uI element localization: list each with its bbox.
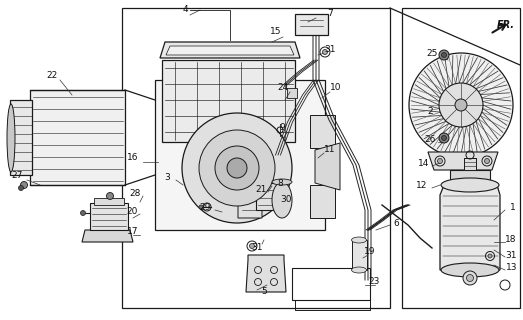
- Bar: [155, 80, 325, 230]
- Text: 19: 19: [364, 247, 376, 257]
- Text: 4: 4: [182, 5, 188, 14]
- Bar: [295, 14, 328, 35]
- Text: 23: 23: [368, 277, 380, 286]
- Text: 2: 2: [427, 108, 433, 116]
- Text: 21: 21: [255, 186, 267, 195]
- Text: 11: 11: [324, 146, 336, 155]
- Ellipse shape: [272, 182, 292, 218]
- Bar: [122, 8, 390, 308]
- Ellipse shape: [441, 263, 499, 277]
- Circle shape: [249, 244, 255, 249]
- Polygon shape: [315, 143, 340, 190]
- Circle shape: [441, 52, 447, 58]
- Bar: [310, 115, 335, 148]
- Text: 24: 24: [277, 84, 289, 92]
- Circle shape: [182, 113, 292, 223]
- Ellipse shape: [7, 104, 15, 172]
- Circle shape: [215, 146, 259, 190]
- Text: 31: 31: [251, 244, 263, 252]
- Text: 9: 9: [279, 124, 285, 132]
- Bar: [352, 240, 367, 270]
- Bar: [256, 183, 278, 210]
- Circle shape: [439, 83, 483, 127]
- Text: 22: 22: [47, 70, 58, 79]
- Circle shape: [455, 99, 467, 111]
- Ellipse shape: [441, 178, 499, 192]
- Bar: [90, 203, 128, 230]
- Polygon shape: [166, 46, 294, 55]
- Bar: [292, 268, 370, 300]
- Polygon shape: [428, 152, 498, 170]
- Circle shape: [199, 205, 203, 209]
- Circle shape: [20, 181, 28, 188]
- Text: 1: 1: [510, 203, 516, 212]
- Ellipse shape: [351, 267, 367, 273]
- Circle shape: [18, 186, 24, 190]
- Circle shape: [107, 193, 113, 199]
- Circle shape: [323, 50, 327, 54]
- Circle shape: [439, 133, 449, 143]
- Text: 29: 29: [199, 204, 211, 212]
- Bar: [310, 185, 335, 218]
- Polygon shape: [440, 185, 500, 270]
- Circle shape: [441, 135, 447, 140]
- Text: 30: 30: [280, 196, 292, 204]
- Polygon shape: [450, 170, 490, 187]
- Circle shape: [409, 53, 513, 157]
- Text: 6: 6: [393, 219, 399, 228]
- Text: 25: 25: [426, 49, 438, 58]
- Text: 28: 28: [129, 188, 141, 197]
- Bar: [162, 60, 295, 142]
- Circle shape: [484, 158, 490, 164]
- Polygon shape: [82, 230, 133, 242]
- Circle shape: [227, 158, 247, 178]
- Text: 15: 15: [270, 28, 282, 36]
- Circle shape: [463, 271, 477, 285]
- Text: 10: 10: [330, 84, 342, 92]
- Text: 16: 16: [127, 154, 139, 163]
- Text: 18: 18: [505, 236, 517, 244]
- Bar: [402, 8, 520, 308]
- Circle shape: [81, 211, 85, 215]
- Circle shape: [439, 50, 449, 60]
- Bar: [464, 158, 476, 170]
- Text: 20: 20: [127, 207, 138, 217]
- Text: 13: 13: [506, 263, 518, 273]
- Text: 12: 12: [416, 180, 428, 189]
- Polygon shape: [160, 42, 300, 58]
- Bar: [287, 88, 297, 98]
- Circle shape: [467, 275, 473, 282]
- Text: 17: 17: [127, 228, 139, 236]
- Ellipse shape: [351, 237, 367, 243]
- Bar: [30, 90, 125, 185]
- Ellipse shape: [272, 179, 292, 185]
- Text: 5: 5: [261, 287, 267, 297]
- Text: FR.: FR.: [497, 20, 515, 30]
- Bar: [94, 198, 124, 205]
- Text: 7: 7: [327, 10, 333, 19]
- Polygon shape: [238, 193, 262, 218]
- Text: 27: 27: [12, 171, 22, 180]
- Text: 3: 3: [164, 173, 170, 182]
- Circle shape: [488, 254, 492, 258]
- Bar: [10, 100, 32, 175]
- Text: 31: 31: [505, 251, 517, 260]
- Text: 31: 31: [324, 45, 336, 54]
- Text: 8: 8: [277, 179, 283, 188]
- Text: 26: 26: [424, 135, 436, 145]
- Circle shape: [199, 130, 275, 206]
- Circle shape: [438, 158, 442, 164]
- Polygon shape: [246, 255, 286, 292]
- Text: 14: 14: [418, 159, 430, 169]
